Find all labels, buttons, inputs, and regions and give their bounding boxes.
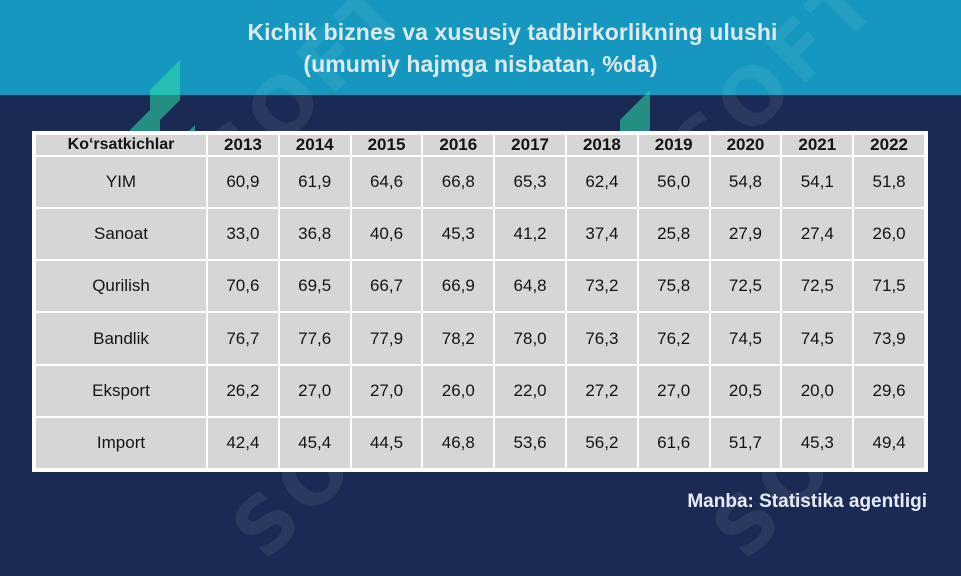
table-cell: 75,8 (638, 261, 709, 312)
table-cell: 66,7 (351, 261, 422, 312)
table-cell: 45,4 (279, 417, 350, 468)
table-row: Import 42,4 45,4 44,5 46,8 53,6 56,2 61,… (36, 417, 924, 468)
table-cell: 62,4 (566, 157, 637, 208)
column-header-year: 2015 (351, 135, 422, 155)
column-header-indicators: Koʻrsatkichlar (36, 135, 206, 155)
table-row: Bandlik 76,7 77,6 77,9 78,2 78,0 76,3 76… (36, 313, 924, 364)
row-label: Eksport (36, 365, 206, 416)
row-label: Import (36, 417, 206, 468)
table-cell: 37,4 (566, 209, 637, 260)
table-cell: 70,6 (208, 261, 278, 312)
table-cell: 66,8 (423, 157, 494, 208)
table-cell: 41,2 (495, 209, 565, 260)
table-cell: 42,4 (208, 417, 278, 468)
row-label: Qurilish (36, 261, 206, 312)
table-cell: 45,3 (423, 209, 494, 260)
table-cell: 71,5 (854, 261, 924, 312)
table-header-row: Koʻrsatkichlar 2013 2014 2015 2016 2017 … (36, 135, 924, 155)
page-title: Kichik biznes va xususiy tadbirkorliknin… (247, 18, 778, 45)
table-cell: 27,9 (710, 209, 781, 260)
table-cell: 66,9 (423, 261, 494, 312)
table-cell: 76,3 (566, 313, 637, 364)
table-cell: 56,0 (638, 157, 709, 208)
table-row: YIM 60,9 61,9 64,6 66,8 65,3 62,4 56,0 5… (36, 157, 924, 208)
table-cell: 77,6 (279, 313, 350, 364)
table-cell: 53,6 (495, 417, 565, 468)
source-caption: Manba: Statistika agentligi (687, 491, 927, 512)
table-cell: 20,5 (710, 365, 781, 416)
table-cell: 78,2 (423, 313, 494, 364)
table-cell: 46,8 (423, 417, 494, 468)
table-cell: 64,8 (495, 261, 565, 312)
table-cell: 33,0 (208, 209, 278, 260)
table-cell: 27,2 (566, 365, 637, 416)
table-cell: 27,0 (638, 365, 709, 416)
column-header-year: 2019 (638, 135, 709, 155)
table-cell: 36,8 (279, 209, 350, 260)
table-cell: 25,8 (638, 209, 709, 260)
row-label: YIM (36, 157, 206, 208)
row-label: Sanoat (36, 209, 206, 260)
table-cell: 51,8 (854, 157, 924, 208)
table-cell: 61,9 (279, 157, 350, 208)
table-cell: 64,6 (351, 157, 422, 208)
table-cell: 26,0 (854, 209, 924, 260)
table-cell: 27,0 (279, 365, 350, 416)
table-cell: 22,0 (495, 365, 565, 416)
table-cell: 27,0 (351, 365, 422, 416)
table-cell: 76,2 (638, 313, 709, 364)
column-header-year: 2018 (566, 135, 637, 155)
table-cell: 26,2 (208, 365, 278, 416)
table-cell: 72,5 (710, 261, 781, 312)
column-header-year: 2013 (208, 135, 278, 155)
table-row: Sanoat 33,0 36,8 40,6 45,3 41,2 37,4 25,… (36, 209, 924, 260)
column-header-year: 2017 (495, 135, 565, 155)
table-row: Eksport 26,2 27,0 27,0 26,0 22,0 27,2 27… (36, 365, 924, 416)
table-cell: 76,7 (208, 313, 278, 364)
table-cell: 27,4 (782, 209, 853, 260)
column-header-year: 2021 (782, 135, 853, 155)
table-cell: 78,0 (495, 313, 565, 364)
table-cell: 65,3 (495, 157, 565, 208)
column-header-year: 2016 (423, 135, 494, 155)
table-cell: 26,0 (423, 365, 494, 416)
column-header-year: 2022 (854, 135, 924, 155)
table-cell: 69,5 (279, 261, 350, 312)
table-cell: 74,5 (710, 313, 781, 364)
table-cell: 60,9 (208, 157, 278, 208)
table-cell: 74,5 (782, 313, 853, 364)
table-cell: 29,6 (854, 365, 924, 416)
table-row: Qurilish 70,6 69,5 66,7 66,9 64,8 73,2 7… (36, 261, 924, 312)
table-cell: 40,6 (351, 209, 422, 260)
table-cell: 49,4 (854, 417, 924, 468)
page-subtitle: (umumiy hajmga nisbatan, %da) (303, 50, 658, 77)
table-cell: 51,7 (710, 417, 781, 468)
table-cell: 56,2 (566, 417, 637, 468)
title-banner: Kichik biznes va xususiy tadbirkorliknin… (0, 0, 961, 95)
table-cell: 44,5 (351, 417, 422, 468)
table-cell: 72,5 (782, 261, 853, 312)
column-header-year: 2020 (710, 135, 781, 155)
table-cell: 73,9 (854, 313, 924, 364)
column-header-year: 2014 (279, 135, 350, 155)
data-table: Koʻrsatkichlar 2013 2014 2015 2016 2017 … (32, 131, 928, 472)
table-cell: 20,0 (782, 365, 853, 416)
row-label: Bandlik (36, 313, 206, 364)
table-cell: 61,6 (638, 417, 709, 468)
table-cell: 45,3 (782, 417, 853, 468)
table-cell: 54,8 (710, 157, 781, 208)
table-cell: 77,9 (351, 313, 422, 364)
table-cell: 73,2 (566, 261, 637, 312)
table-cell: 54,1 (782, 157, 853, 208)
